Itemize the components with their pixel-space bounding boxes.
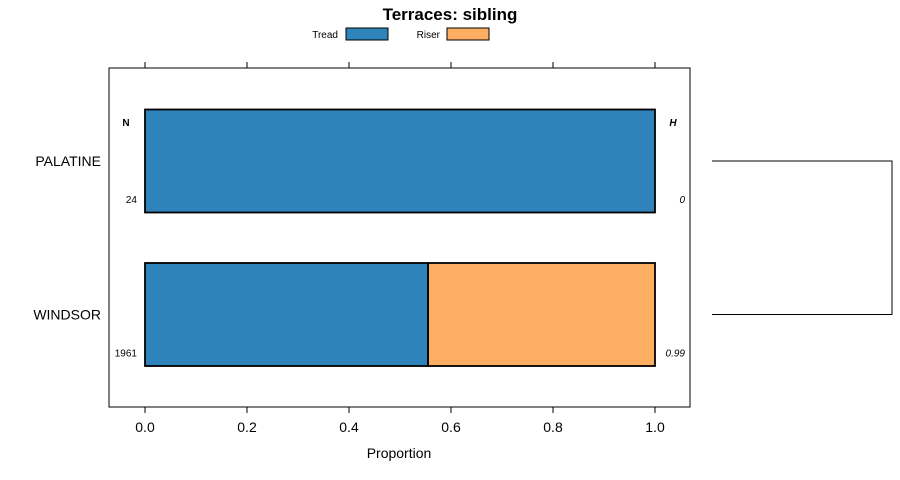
x-tick-label: 1.0: [645, 419, 665, 435]
y-label-palatine: PALATINE: [35, 153, 101, 169]
h-value-windsor: 0.99: [666, 349, 686, 360]
y-label-windsor: WINDSOR: [33, 307, 101, 323]
x-tick-label: 0.0: [135, 419, 155, 435]
x-tick-label: 0.2: [237, 419, 257, 435]
x-tick-label: 0.4: [339, 419, 359, 435]
x-axis-label: Proportion: [367, 445, 432, 461]
x-axis: 0.0 0.2 0.4 0.6 0.8 1.0: [135, 62, 665, 435]
legend-swatch-tread: [345, 27, 389, 41]
n-value-windsor: 1961: [115, 349, 138, 360]
bars: [144, 108, 656, 367]
bar-windsor-tread: [144, 262, 429, 367]
legend-label-riser: Riser: [417, 30, 441, 41]
n-value-palatine: 24: [126, 195, 138, 206]
x-tick-label: 0.8: [543, 419, 563, 435]
dendrogram: [712, 160, 893, 315]
legend-label-tread: Tread: [312, 30, 338, 41]
bar-windsor-riser: [427, 262, 656, 367]
legend-swatch-riser: [446, 27, 490, 41]
h-header: H: [669, 118, 677, 129]
y-axis: PALATINE WINDSOR: [33, 153, 101, 323]
x-tick-label: 0.6: [441, 419, 461, 435]
n-header: N: [122, 118, 129, 129]
legend: Tread Riser: [312, 27, 490, 41]
h-value-palatine: 0: [679, 195, 685, 206]
chart-title: Terraces: sibling: [383, 5, 518, 24]
row-annotations: N H 24 0 1961 0.99: [115, 118, 686, 360]
dendrogram-branch: [712, 160, 893, 315]
bar-palatine-tread: [144, 108, 656, 214]
plot-frame: [108, 67, 691, 408]
